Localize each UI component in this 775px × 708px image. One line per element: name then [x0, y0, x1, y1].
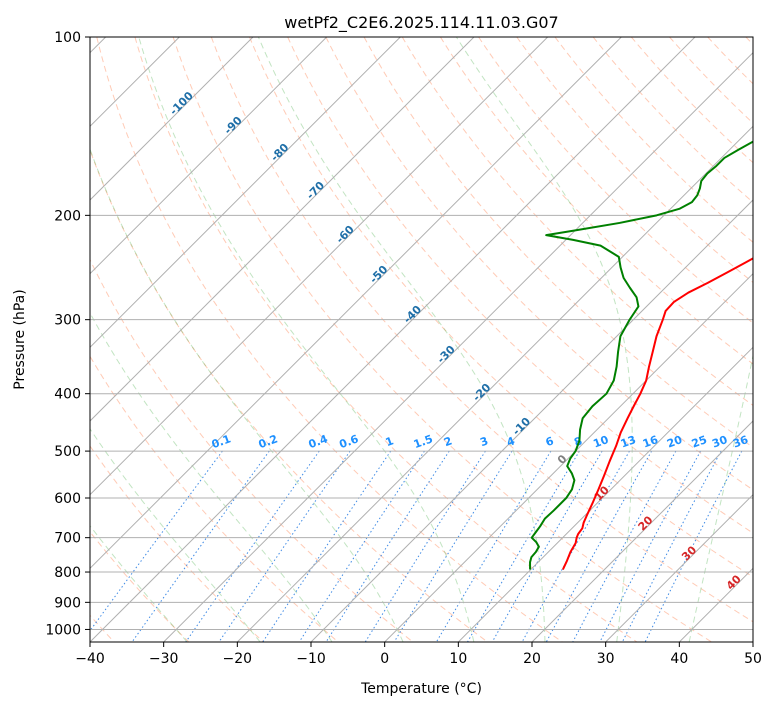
- mixing-ratio-label: 1.5: [412, 432, 435, 451]
- dry-adiabat: [592, 37, 753, 203]
- mixing-ratio-label: 3: [478, 434, 490, 449]
- y-tick-label: 800: [54, 565, 81, 581]
- dry-adiabat: [90, 355, 339, 642]
- mixing-ratio-line: [262, 450, 392, 642]
- dry-adiabat: [287, 37, 753, 534]
- moist-adiabat: [257, 37, 546, 642]
- mixing-ratio-label: 1: [384, 434, 396, 449]
- x-tick-label: −40: [75, 651, 105, 667]
- mixing-ratio-labels: 0.1 0.2 0.4 0.6 1 1.5 2 3 4 6 8 10 13 16 20 25 30 36: [210, 432, 751, 451]
- dry-adiabat: [210, 37, 753, 623]
- x-tick-label: 10: [449, 651, 467, 667]
- mixing-ratio-label: 6: [544, 434, 556, 449]
- mixing-ratio-label: 16: [641, 433, 660, 451]
- mixing-ratio-line: [185, 450, 320, 642]
- x-tick-label: −30: [149, 651, 179, 667]
- x-tick-label: −20: [223, 651, 253, 667]
- moist-adiabat: [90, 311, 333, 642]
- x-axis: −40 −30 −20 −10 0 10 20 30 40 50: [75, 642, 762, 667]
- y-tick-label: 600: [54, 491, 81, 507]
- moist-adiabat: [90, 427, 261, 642]
- mixing-ratio-line: [90, 450, 223, 632]
- plot-frame: [89, 36, 754, 643]
- mixing-ratio-line: [621, 450, 722, 642]
- moist-adiabat: [138, 37, 475, 642]
- chart-title: wetPf2_C2E6.2025.114.11.03.G07: [284, 13, 558, 33]
- isotherm: [90, 37, 401, 349]
- mixing-ratio-label: 20: [665, 433, 684, 451]
- mixing-ratio-label: 0.6: [338, 432, 361, 451]
- mixing-ratio-line: [545, 450, 653, 642]
- isotherm: [605, 493, 753, 642]
- mixing-ratio-line: [491, 450, 603, 642]
- y-tick-label: 300: [54, 313, 81, 329]
- mixing-ratio-label: 4: [505, 434, 517, 449]
- isotherm: [531, 420, 753, 642]
- dry-adiabat: [96, 37, 563, 642]
- mixing-ratio-line: [599, 450, 701, 642]
- mixing-ratio-label: 2: [442, 434, 454, 449]
- moist-adiabat: [90, 147, 404, 642]
- isotherm: [90, 37, 549, 496]
- series-layer: [529, 140, 753, 570]
- dry-adiabat: [90, 258, 414, 642]
- isotherm: [90, 37, 254, 201]
- dry-adiabat: [90, 445, 264, 642]
- mixing-ratio-label: 10: [591, 433, 610, 451]
- isotherm: [236, 125, 753, 642]
- x-tick-label: 50: [744, 651, 762, 667]
- y-axis: 100 200 300 400 500 600 700 800 900 1000: [45, 30, 90, 638]
- x-tick-label: 20: [523, 651, 541, 667]
- x-tick-label: 40: [670, 651, 688, 667]
- dry-adiabat: [401, 37, 753, 406]
- mixing-ratio-line: [521, 450, 630, 642]
- x-tick-label: 30: [597, 651, 615, 667]
- moist-adiabat: [90, 524, 188, 642]
- y-tick-label: 100: [54, 30, 81, 46]
- mixing-ratio-label: 0.4: [307, 432, 330, 451]
- y-tick-label: 700: [54, 531, 81, 547]
- dewpoint-profile: [529, 140, 753, 570]
- isotherm: [90, 37, 328, 275]
- mixing-ratio-label: 13: [619, 433, 638, 450]
- y-tick-label: 200: [54, 208, 81, 224]
- mixing-ratio-line: [572, 450, 677, 642]
- x-axis-label: Temperature (°C): [360, 681, 482, 697]
- isotherm: [90, 37, 622, 570]
- isotherm: [457, 346, 753, 642]
- y-tick-label: 900: [54, 595, 81, 611]
- y-tick-label: 1000: [45, 622, 81, 638]
- isotherm: [384, 272, 753, 642]
- isotherm: [90, 37, 696, 642]
- mixing-ratio-line: [298, 450, 425, 642]
- mixing-ratio-label: 0.1: [210, 432, 233, 451]
- mixing-ratio-label: 30: [710, 433, 729, 451]
- grid: [90, 37, 753, 642]
- y-axis-label: Pressure (hPa): [12, 289, 28, 389]
- y-tick-label: 400: [54, 387, 81, 403]
- x-tick-label: −10: [296, 651, 326, 667]
- background-lines: [90, 37, 753, 642]
- isotherm: [310, 199, 753, 642]
- isotherm: [163, 51, 753, 642]
- mixing-ratio-label: 25: [690, 433, 709, 450]
- y-tick-label: 500: [54, 444, 81, 460]
- x-tick-label: 0: [380, 651, 389, 667]
- dry-adiabat: [439, 37, 753, 365]
- mixing-ratio-line: [218, 450, 351, 642]
- dry-adiabat: [134, 37, 638, 642]
- moist-adiabat: [688, 353, 753, 642]
- mixing-ratio-line: [644, 450, 743, 642]
- mixing-ratio-label: 0.2: [257, 432, 280, 451]
- dry-adiabat: [325, 37, 753, 491]
- isotherm: [90, 37, 475, 422]
- dry-adiabat: [363, 37, 753, 448]
- dry-adiabat: [172, 37, 712, 642]
- mixing-ratio-label: 36: [731, 433, 750, 451]
- dry-adiabat: [554, 37, 753, 243]
- temperature-profile: [562, 257, 753, 570]
